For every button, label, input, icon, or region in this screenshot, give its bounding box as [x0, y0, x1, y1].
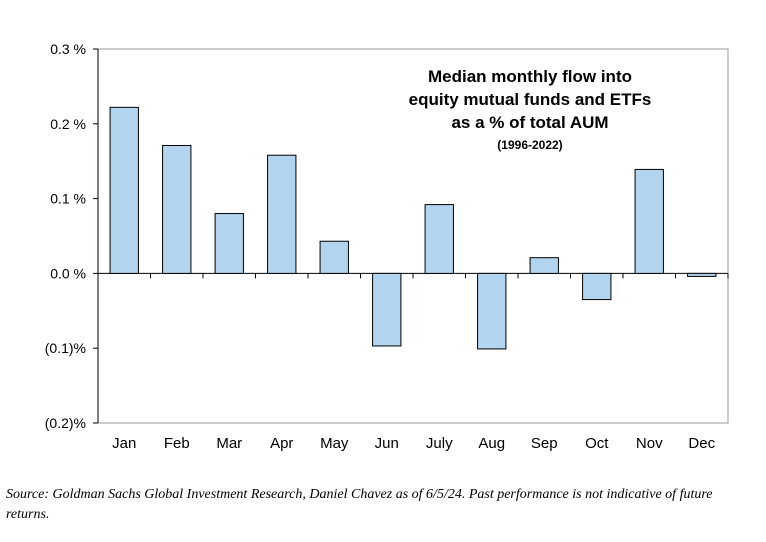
bar-apr	[267, 154, 297, 274]
source-note: Source: Goldman Sachs Global Investment …	[6, 487, 713, 522]
x-category-label: Sep	[531, 435, 558, 452]
x-category-label: Aug	[478, 435, 505, 452]
bar-oct	[582, 272, 612, 301]
bar-jun	[372, 272, 402, 347]
x-category-label: Jan	[112, 435, 136, 452]
bar-nov	[634, 168, 664, 274]
y-tick-label: 0.1 %	[50, 191, 86, 207]
bar-mar	[214, 213, 244, 274]
x-category-label: July	[426, 435, 453, 452]
y-tick-label: 0.0 %	[50, 265, 86, 281]
chart-title-line: Median monthly flow into	[428, 67, 632, 86]
x-category-label: Feb	[164, 435, 190, 452]
bar-dec	[687, 272, 717, 277]
bar-feb	[162, 144, 192, 274]
x-category-label: Dec	[688, 435, 715, 452]
chart-area: 0.3 % 0.2 % 0.1 % 0.0 % (0.1)% (0.2)% Jan Feb Ma…	[45, 41, 729, 452]
chart-title-line: as a % of total AUM	[451, 113, 608, 132]
y-tick-label: 0.2 %	[50, 116, 86, 132]
x-category-label: Nov	[636, 435, 663, 452]
bar-aug	[477, 272, 507, 350]
bar-jan	[109, 106, 139, 274]
chart-title-line: equity mutual funds and ETFs	[409, 90, 652, 109]
bar-july	[424, 204, 454, 274]
y-tick-label: (0.2)%	[45, 415, 86, 431]
bar-may	[319, 240, 349, 274]
x-category-label: Jun	[375, 435, 399, 452]
bar-sep	[529, 257, 559, 274]
y-tick-label: (0.1)%	[45, 340, 86, 356]
bar-chart: 0.3 % 0.2 % 0.1 % 0.0 % (0.1)% (0.2)% Jan Feb Ma…	[45, 41, 729, 452]
x-category-label: Apr	[270, 435, 293, 452]
x-category-label: Oct	[585, 435, 609, 452]
chart-subtitle: (1996-2022)	[497, 138, 562, 152]
x-category-label: May	[320, 435, 349, 452]
y-tick-label: 0.3 %	[50, 41, 86, 57]
x-category-label: Mar	[216, 435, 242, 452]
